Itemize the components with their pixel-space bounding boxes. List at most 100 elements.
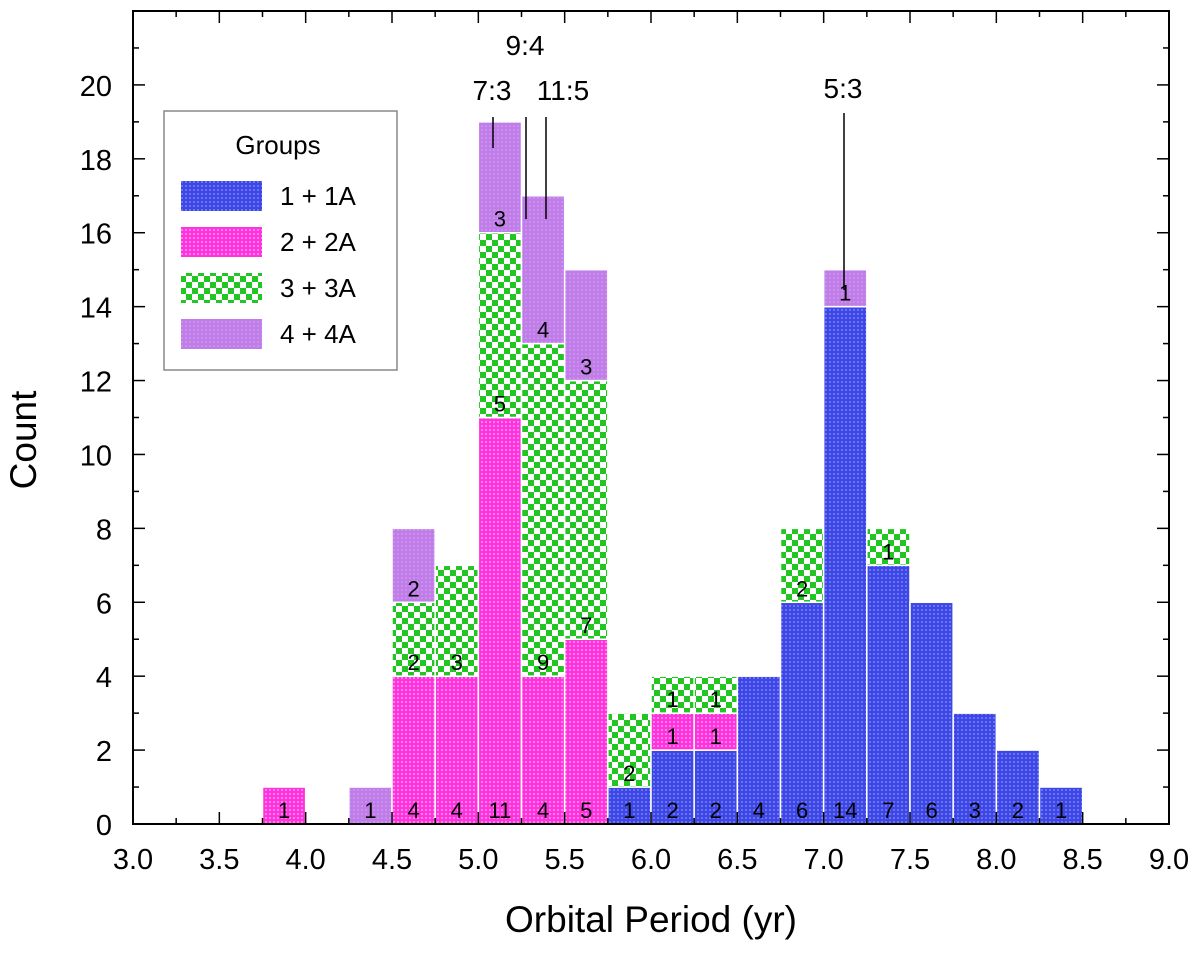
resonance-label: 9:4	[506, 30, 545, 61]
x-tick-label: 3.5	[199, 844, 239, 876]
bar-segment	[822, 268, 868, 308]
x-tick-label: 9.0	[1149, 844, 1189, 876]
bar-segment	[822, 305, 868, 825]
axes-layer: 3.0 3.5 4.0 4.5 5.0 5.5 6.0 6.5 7.0 7.5 8.0 8.5 9.0 0…	[80, 11, 1189, 876]
segment-value-label: 14	[833, 798, 857, 823]
y-tick-label: 8	[96, 514, 112, 546]
y-tick-label: 16	[80, 219, 112, 251]
segment-value-label: 2	[1012, 798, 1024, 823]
y-tick-label: 2	[96, 736, 112, 768]
segment-value-label: 11	[488, 798, 511, 823]
segment-value-label: 3	[969, 798, 981, 823]
segment-value-label: 9	[537, 650, 549, 675]
x-tick-label: 6.0	[631, 844, 671, 876]
resonance-annotations-layer: 9:4 7:3 11:5 5:3	[473, 30, 863, 290]
y-tick-label: 4	[96, 662, 112, 694]
x-tick-label: 8.0	[976, 844, 1016, 876]
y-tick-label: 14	[80, 293, 112, 325]
bar-segment	[520, 195, 566, 345]
segment-value-label: 1	[364, 798, 376, 823]
bar-segment	[607, 712, 652, 788]
resonance-label: 11:5	[537, 75, 589, 106]
segment-value-label: 1	[710, 724, 722, 749]
bar-segment	[261, 786, 307, 825]
x-tick-label: 3.0	[113, 844, 153, 876]
bar-segment	[563, 268, 609, 382]
segment-value-label: 2	[796, 576, 808, 601]
bar-segment	[909, 601, 954, 825]
x-tick-label: 4.5	[372, 844, 412, 876]
bar-segment	[607, 786, 652, 825]
y-tick-label: 10	[80, 440, 112, 472]
legend-swatch	[181, 227, 262, 257]
segment-value-label: 5	[494, 392, 506, 417]
bar-segment	[866, 564, 911, 825]
bar-segment	[391, 527, 436, 604]
segment-value-label: 1	[1055, 798, 1067, 823]
segment-value-label: 1	[839, 281, 851, 306]
bar-segment	[477, 231, 523, 419]
segment-value-label: 4	[451, 798, 463, 823]
resonance-label: 7:3	[473, 75, 512, 106]
segment-value-label: 2	[710, 798, 722, 823]
legend: Groups 1 + 1A 2 + 2A 3 + 3A 4 + 4A	[163, 110, 398, 371]
segment-value-label: 6	[796, 798, 808, 823]
y-axis-label: Count	[3, 390, 44, 489]
bar-segment	[779, 601, 825, 825]
resonance-label: 5:3	[824, 73, 863, 104]
y-tick-label: 20	[80, 71, 112, 103]
segment-value-label: 5	[580, 798, 592, 823]
bars-layer	[261, 121, 1084, 825]
segment-value-label: 1	[666, 687, 678, 712]
legend-swatch	[181, 319, 262, 349]
legend-swatch	[181, 181, 262, 211]
bar-segment	[563, 638, 609, 825]
legend-label: 2 + 2A	[280, 227, 357, 257]
bar-segment	[866, 527, 911, 567]
x-tick-label: 5.0	[458, 844, 498, 876]
segment-value-label: 7	[580, 613, 592, 638]
y-tick-label: 0	[96, 810, 112, 842]
y-tick-label: 6	[96, 588, 112, 620]
bar-segment	[650, 712, 695, 751]
y-tick-label: 18	[80, 145, 112, 177]
x-tick-label: 6.5	[717, 844, 757, 876]
segment-value-label: 4	[537, 798, 549, 823]
legend-swatch	[181, 273, 262, 303]
legend-label: 4 + 4A	[280, 319, 357, 349]
segment-value-label: 1	[882, 539, 894, 564]
bar-segment	[477, 416, 523, 825]
y-tick-label: 12	[80, 367, 112, 399]
segment-value-label: 1	[623, 798, 635, 823]
segment-value-label: 1	[278, 798, 290, 823]
segment-value-label: 1	[710, 687, 722, 712]
x-tick-label: 8.5	[1063, 844, 1103, 876]
bar-segment	[520, 342, 566, 677]
segment-value-label: 7	[882, 798, 894, 823]
segment-value-label: 3	[451, 650, 463, 675]
segment-value-label: 2	[666, 798, 678, 823]
segment-value-label: 4	[753, 798, 765, 823]
legend-title: Groups	[235, 130, 320, 160]
bar-segment	[650, 749, 695, 825]
bar-segment	[779, 527, 825, 604]
segment-value-label: 2	[407, 576, 419, 601]
bar-segment	[477, 121, 523, 234]
segment-value-label: 4	[407, 798, 419, 823]
legend-label: 1 + 1A	[280, 181, 357, 211]
bar-segment	[434, 564, 480, 677]
bar-segment	[563, 379, 609, 640]
bar-segment	[650, 675, 695, 714]
segment-value-label: 3	[580, 355, 592, 380]
x-tick-label: 7.0	[804, 844, 844, 876]
segment-value-label: 3	[494, 207, 506, 232]
segment-value-label: 2	[623, 761, 635, 786]
legend-label: 3 + 3A	[280, 273, 357, 303]
segment-value-label: 4	[537, 318, 549, 343]
x-tick-label: 4.0	[286, 844, 326, 876]
x-tick-label: 7.5	[890, 844, 930, 876]
bar-segment	[434, 675, 480, 825]
segment-value-label: 2	[407, 650, 419, 675]
